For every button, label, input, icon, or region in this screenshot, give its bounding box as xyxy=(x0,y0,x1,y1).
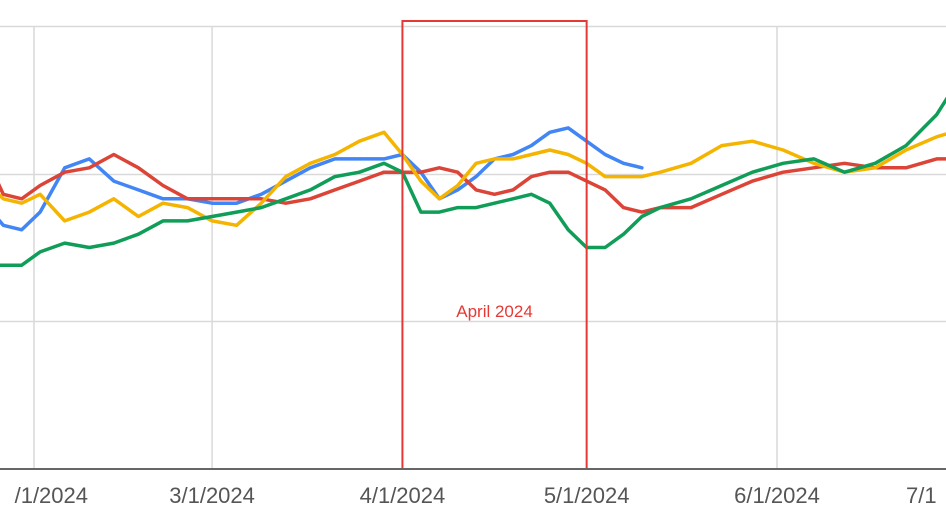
series-line-0 xyxy=(0,126,644,232)
annotation-label: April 2024 xyxy=(456,302,533,321)
x-tick-label-1: 3/1/2024 xyxy=(169,483,255,508)
series-line-1 xyxy=(0,152,946,214)
x-tick-label-5: 7/1 xyxy=(906,483,937,508)
series-line-2 xyxy=(0,130,946,228)
x-tick-label-3: 5/1/2024 xyxy=(544,483,630,508)
x-tick-label-2: 4/1/2024 xyxy=(360,483,446,508)
series-line-3 xyxy=(0,96,946,267)
x-axis-ticks: /1/2024 3/1/2024 4/1/2024 5/1/2024 6/1/2024 7… xyxy=(15,483,937,508)
gridlines xyxy=(0,25,946,469)
x-tick-label-0: /1/2024 xyxy=(15,483,88,508)
x-tick-label-4: 6/1/2024 xyxy=(734,483,820,508)
series-lines xyxy=(0,96,946,267)
annotation-box xyxy=(401,20,588,470)
